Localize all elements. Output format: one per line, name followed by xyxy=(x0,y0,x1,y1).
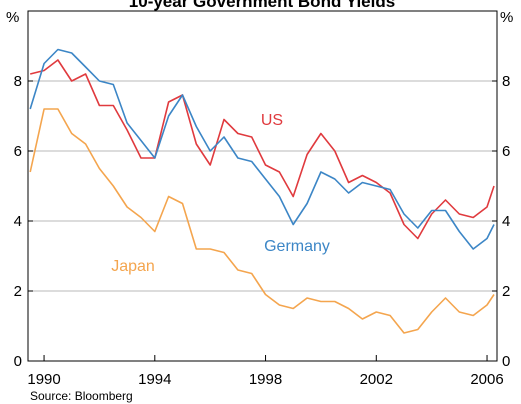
y-tick-label: 0 xyxy=(14,353,22,370)
series-line xyxy=(29,48,495,250)
series-line xyxy=(30,59,495,240)
y-unit-right: % xyxy=(500,9,513,26)
y-unit-left: % xyxy=(6,9,19,26)
x-tick-label: 1990 xyxy=(27,371,60,388)
y-tick-label: 8 xyxy=(14,73,22,90)
x-tick-label: 1998 xyxy=(249,371,282,388)
y-tick-label: 4 xyxy=(14,213,22,230)
x-tick-label: 1994 xyxy=(138,371,171,388)
series-label: Germany xyxy=(264,238,330,255)
y-tick-label: 6 xyxy=(14,143,22,160)
y2-tick-label: 8 xyxy=(502,73,510,90)
y2-tick-label: 4 xyxy=(502,213,510,230)
series-label: US xyxy=(261,112,283,129)
y-tick-label: 2 xyxy=(14,283,22,300)
y2-tick-label: 2 xyxy=(502,283,510,300)
x-tick-label: 2006 xyxy=(470,371,503,388)
source-note: Source: Bloomberg xyxy=(30,389,133,403)
chart-title: 10-year Government Bond Yields xyxy=(129,0,395,11)
series-label: Japan xyxy=(111,258,155,275)
y2-tick-label: 0 xyxy=(502,353,510,370)
x-tick-label: 2002 xyxy=(360,371,393,388)
y2-tick-label: 6 xyxy=(502,143,510,160)
series-line xyxy=(29,108,495,334)
plot-frame xyxy=(27,10,498,362)
lines xyxy=(29,48,495,334)
